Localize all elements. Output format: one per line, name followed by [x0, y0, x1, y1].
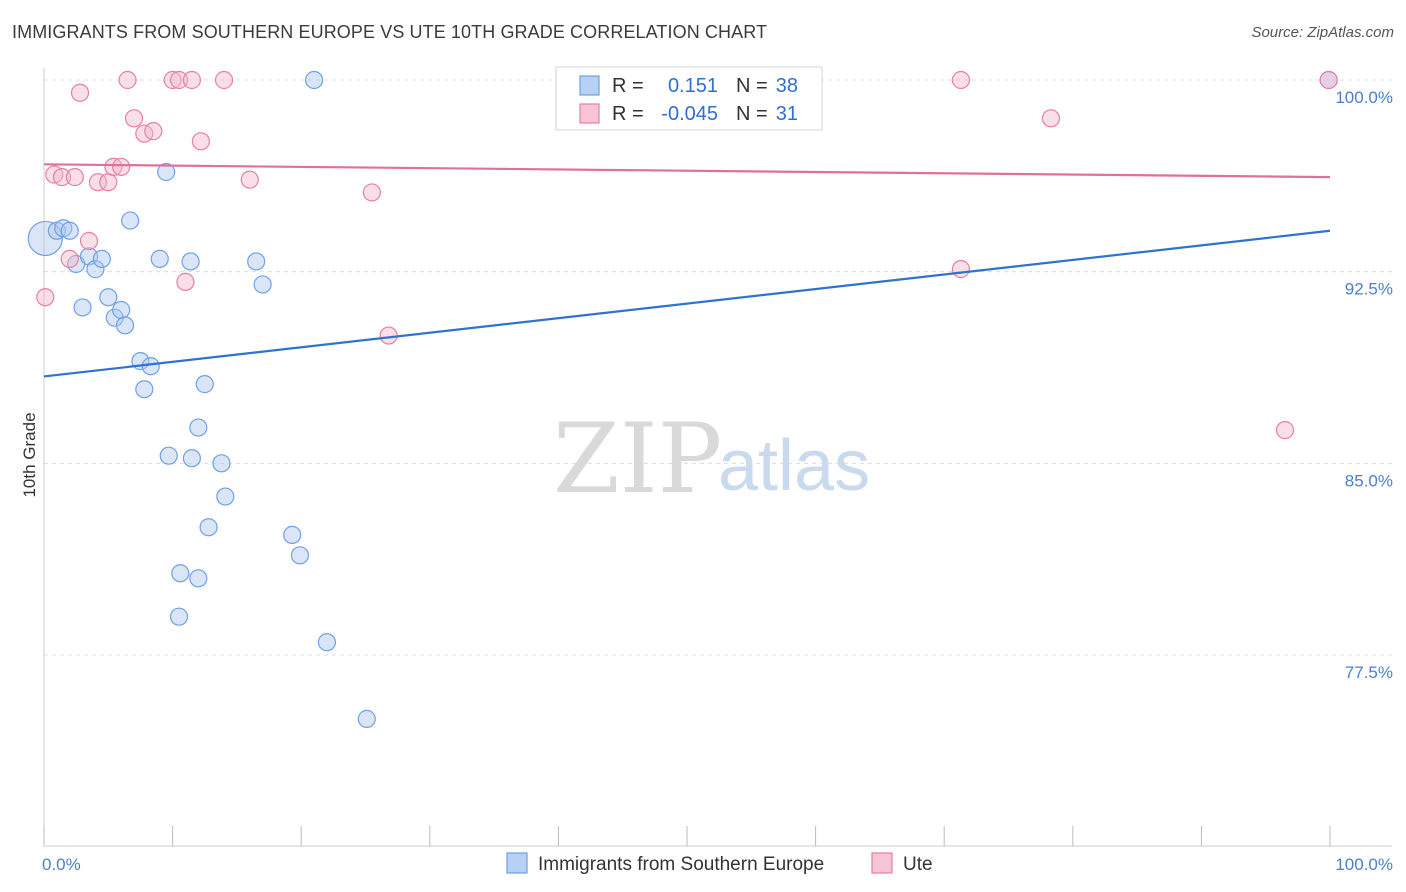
point-ute — [163, 70, 182, 90]
point-ute — [1041, 109, 1061, 128]
point-southern-europe — [169, 607, 189, 626]
point-southern-europe — [283, 525, 302, 544]
point-ute — [88, 173, 108, 192]
y-tick-label: 85.0% — [1345, 471, 1393, 490]
point-ute — [951, 260, 971, 279]
legend-n-label: N = — [736, 75, 768, 97]
series-legend-label: Immigrants from Southern Europe — [538, 854, 824, 875]
point-ute — [70, 83, 90, 102]
axes: 100.0% 92.5% 85.0% 77.5% 0.0% 100.0% — [42, 68, 1393, 874]
point-southern-europe — [290, 546, 310, 565]
point-southern-europe — [121, 211, 140, 230]
point-southern-europe — [99, 288, 118, 307]
point-ute — [144, 122, 163, 141]
point-ute — [118, 70, 137, 90]
point-ute — [60, 249, 79, 268]
legend-r-value: 0.151 — [668, 75, 718, 97]
point-ute — [214, 70, 234, 90]
point-southern-europe — [189, 569, 208, 588]
point-ute — [36, 288, 55, 307]
point-ute — [951, 70, 971, 90]
y-tick-label: 77.5% — [1345, 663, 1393, 682]
point-southern-europe — [189, 418, 208, 437]
legend-r-label: R = — [612, 103, 644, 125]
legend-swatch — [579, 75, 600, 96]
point-ute — [176, 272, 195, 291]
watermark: ZIP atlas — [553, 403, 870, 515]
series-legend-swatch — [871, 852, 893, 874]
point-southern-europe — [199, 518, 218, 537]
watermark-atlas: atlas — [718, 426, 870, 506]
series-legend-swatch — [506, 852, 528, 874]
point-southern-europe — [92, 249, 111, 268]
point-ute — [362, 183, 382, 202]
point-ute — [52, 168, 72, 187]
point-southern-europe — [141, 357, 160, 376]
point-southern-europe — [159, 446, 178, 465]
correlation-legend: R = 0.151 N = 38 R = -0.045 N = 31 — [555, 66, 823, 131]
series-legend-label: Ute — [903, 854, 933, 875]
point-southern-europe — [216, 487, 235, 506]
point-southern-europe — [135, 380, 154, 399]
source-label: Source: ZipAtlas.com — [1251, 24, 1394, 41]
point-ute — [79, 231, 99, 251]
watermark-zip: ZIP — [553, 403, 722, 515]
legend-r-value: -0.045 — [661, 103, 718, 125]
point-southern-europe — [73, 298, 92, 317]
point-ute — [124, 109, 144, 128]
point-southern-europe — [195, 375, 214, 394]
y-axis-label: 10th Grade — [20, 412, 39, 497]
point-ute — [104, 157, 123, 176]
point-southern-europe — [60, 221, 79, 240]
point-ute — [169, 70, 189, 90]
point-southern-europe — [304, 70, 324, 90]
legend-r-label: R = — [612, 75, 644, 97]
point-southern-europe — [150, 249, 169, 268]
point-ute — [65, 168, 84, 187]
x-tick-label: 0.0% — [42, 855, 81, 874]
trend-lines — [43, 163, 1331, 378]
legend-n-value: 31 — [776, 103, 798, 125]
point-southern-europe — [357, 709, 376, 728]
legend-n-value: 38 — [776, 75, 798, 97]
point-ute — [379, 326, 398, 345]
x-tick-label: 100.0% — [1335, 855, 1393, 874]
point-ute — [1275, 421, 1295, 440]
point-ute — [191, 132, 210, 151]
point-ute — [240, 170, 259, 189]
point-southern-europe — [27, 220, 63, 257]
trend-line-ute — [43, 163, 1331, 179]
y-tick-label: 100.0% — [1335, 88, 1393, 107]
point-southern-europe — [247, 252, 266, 271]
point-ute — [112, 157, 131, 176]
point-ute — [182, 70, 201, 90]
point-southern-europe — [115, 316, 135, 335]
trend-line-southern-europe — [43, 229, 1331, 378]
point-southern-europe — [86, 260, 105, 279]
legend-n-label: N = — [736, 103, 768, 125]
legend-box — [555, 66, 823, 131]
y-tick-label: 92.5% — [1345, 280, 1393, 299]
point-ute — [1319, 70, 1338, 90]
point-southern-europe — [253, 275, 272, 294]
point-southern-europe — [317, 633, 337, 652]
point-southern-europe — [181, 252, 200, 271]
point-southern-europe — [171, 564, 190, 583]
series-legend: Immigrants from Southern Europe Ute — [506, 852, 933, 875]
legend-swatch — [579, 103, 600, 124]
chart-title: IMMIGRANTS FROM SOUTHERN EUROPE VS UTE 1… — [12, 22, 768, 42]
point-southern-europe — [112, 300, 131, 320]
point-southern-europe — [182, 449, 201, 468]
point-southern-europe — [157, 162, 176, 182]
point-southern-europe — [212, 454, 231, 473]
point-ute — [99, 173, 118, 192]
